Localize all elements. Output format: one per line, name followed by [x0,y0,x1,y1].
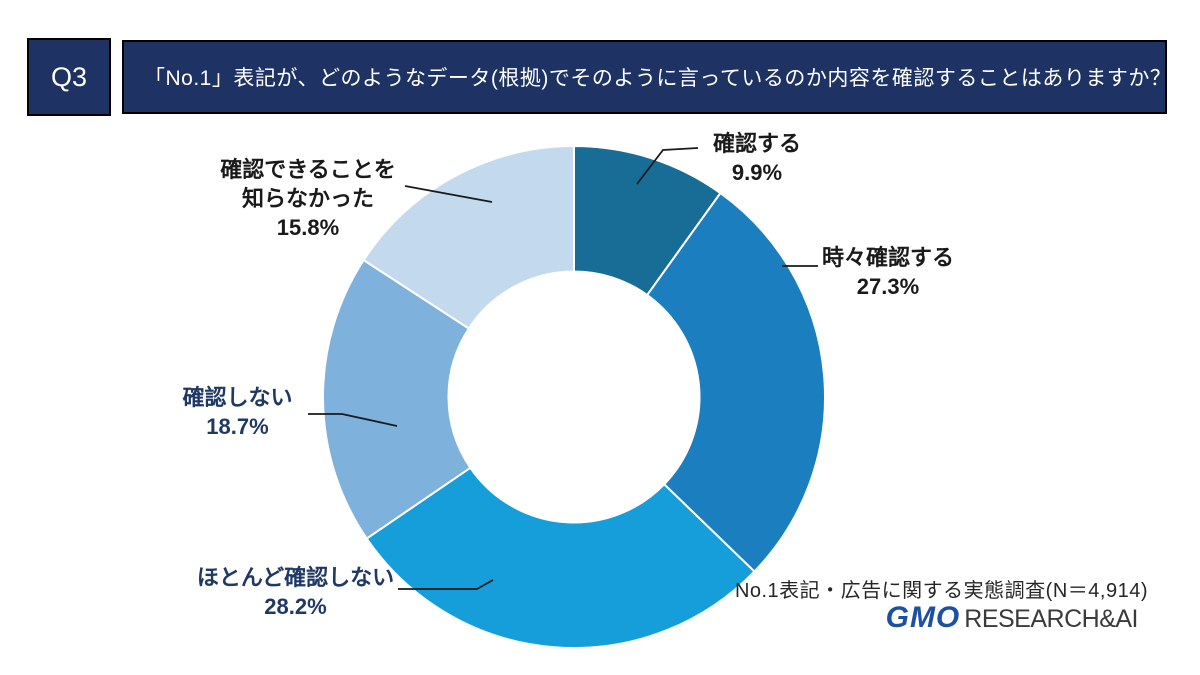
donut-segment [322,258,472,540]
segment-percentage: 28.2% [264,594,327,619]
segment-label-tokidoki-kakunin: 時々確認する 27.3% [798,243,978,301]
segment-percentage: 15.8% [276,215,340,240]
question-number-badge: Q3 [27,38,111,116]
question-text: 「No.1」表記が、どのようなデータ(根拠)でそのように言っているのか内容を確認… [144,67,1172,90]
segment-label-text: 時々確認する [821,245,954,270]
segment-label-kakunin-suru: 確認する 9.9% [672,129,842,187]
segment-percentage: 27.3% [856,274,920,299]
donut-segment [362,144,575,330]
segment-label-text: 確認できることを [220,157,396,182]
gmo-logo-text: GMO [885,601,961,634]
segment-label-text: ほとんど確認しない [196,565,395,590]
segment-label-hotondo-kakunin-shinai: ほとんど確認しない 28.2% [148,563,443,621]
segment-percentage: 9.9% [731,160,783,185]
segment-label-shiranakatta: 確認できることを 知らなかった 15.8% [178,155,438,242]
donut-segment [645,191,826,573]
gmo-research-logo: GMO RESEARCH&AI [885,601,1139,635]
donut-segment [365,466,756,649]
survey-note: No.1表記・広告に関する実態調査(N＝4,914) [734,580,1148,602]
question-number: Q3 [50,61,88,92]
question-bar: 「No.1」表記が、どのようなデータ(根拠)でそのように言っているのか内容を確認… [122,40,1171,114]
segment-percentage: 18.7% [206,414,269,439]
segment-label-text: 知らなかった [241,186,374,211]
segment-label-text: 確認しない [182,385,293,410]
segment-label-kakunin-shinai: 確認しない 18.7% [140,383,335,441]
segment-label-text: 確認する [712,131,801,156]
research-ai-logo-text: RESEARCH&AI [964,605,1138,633]
donut-chart [322,144,826,649]
